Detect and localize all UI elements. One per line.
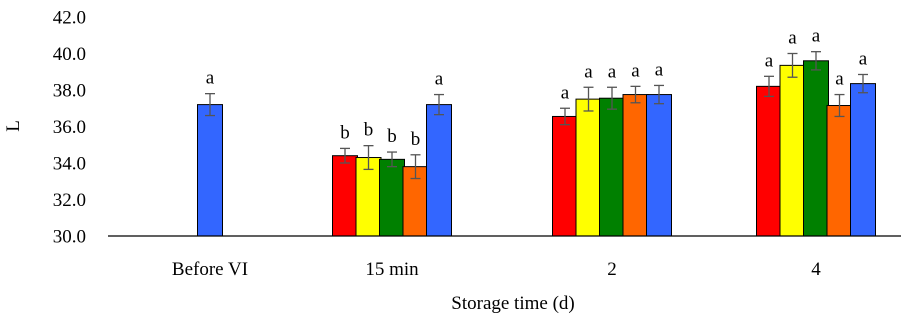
significance-letter: a (812, 26, 821, 47)
error-bar (560, 107, 570, 126)
bar (646, 94, 672, 237)
bar (552, 115, 578, 237)
error-bar (858, 73, 868, 94)
error-bar (205, 93, 215, 117)
error-bar (363, 145, 374, 171)
x-category-label: 4 (811, 259, 821, 280)
x-category-label: 15 min (365, 259, 419, 280)
significance-letter: a (584, 61, 593, 82)
error-bar (787, 52, 798, 78)
y-tick-label: 30.0 (53, 227, 86, 248)
significance-letter: b (411, 129, 421, 150)
error-bar (434, 93, 444, 116)
y-tick-label: 38.0 (53, 81, 86, 102)
significance-letter: a (835, 69, 844, 90)
error-bar (630, 85, 641, 104)
significance-letter: b (340, 122, 350, 143)
y-axis-title: L (3, 120, 24, 132)
bar (826, 105, 853, 237)
significance-letter: a (206, 68, 215, 89)
bar (803, 60, 829, 237)
significance-letter: b (364, 120, 374, 141)
significance-letter: a (655, 59, 664, 80)
y-tick-label: 34.0 (53, 154, 86, 175)
significance-letter: a (788, 28, 797, 49)
bar (756, 85, 782, 237)
error-bar (811, 51, 821, 71)
x-category-label: Before VI (172, 259, 248, 280)
error-bar (607, 86, 617, 110)
x-axis-category-labels: Before VI 15 min 2 4 (172, 259, 821, 280)
x-axis-title: Storage time (d) (451, 293, 574, 314)
significance-letter: b (387, 126, 397, 147)
bar (599, 97, 625, 237)
error-bar (764, 75, 774, 98)
bar (332, 155, 358, 237)
error-bars (205, 51, 868, 180)
significance-letter: a (608, 61, 617, 82)
bar (197, 104, 223, 237)
bar (355, 157, 382, 237)
y-tick-label: 36.0 (53, 117, 86, 138)
bar (622, 94, 649, 237)
bar (575, 98, 602, 237)
y-tick-label: 40.0 (53, 44, 86, 65)
error-bar (654, 84, 664, 105)
y-axis-ticks: 30.0 32.0 34.0 36.0 38.0 40.0 42.0 (53, 8, 86, 248)
error-bar (583, 86, 594, 112)
bar (426, 104, 452, 237)
significance-letter: a (561, 82, 570, 103)
bar (779, 64, 806, 237)
error-bar (410, 154, 421, 180)
error-bar (340, 147, 350, 164)
significance-letter: a (765, 50, 774, 71)
significance-letter: a (859, 48, 868, 69)
bar (850, 83, 876, 237)
error-bar (387, 151, 397, 168)
bar-series (197, 60, 876, 237)
x-category-label: 2 (607, 259, 617, 280)
significance-letter: a (435, 69, 444, 90)
bar (379, 158, 405, 237)
y-tick-label: 32.0 (53, 190, 86, 211)
y-tick-label: 42.0 (53, 8, 86, 29)
significance-letter: a (631, 60, 640, 81)
error-bar (834, 93, 845, 118)
